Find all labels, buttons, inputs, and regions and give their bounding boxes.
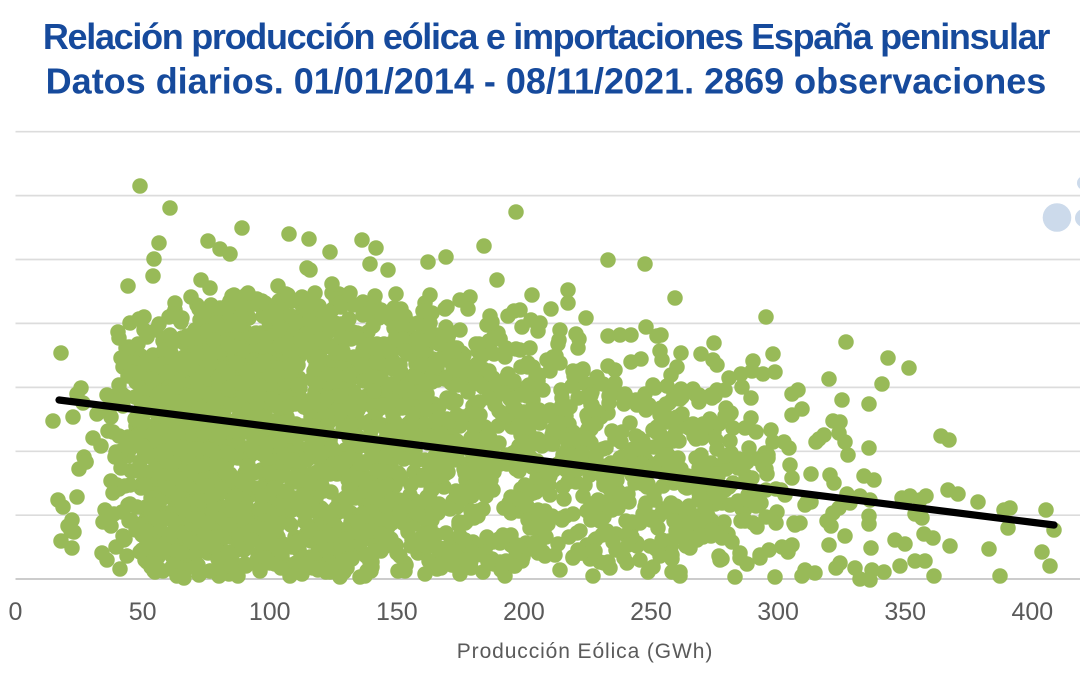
svg-text:350: 350 [884, 598, 926, 626]
svg-text:Relación producción eólica e i: Relación producción eólica e importacion… [43, 16, 1051, 57]
svg-text:200: 200 [503, 598, 545, 626]
svg-text:250: 250 [630, 598, 672, 626]
svg-text:50: 50 [129, 598, 157, 626]
svg-text:Datos diarios. 01/01/2014 - 08: Datos diarios. 01/01/2014 - 08/11/2021. … [46, 61, 1047, 102]
svg-text:Producción Eólica (GWh): Producción Eólica (GWh) [457, 640, 713, 663]
svg-text:0: 0 [9, 598, 23, 626]
svg-text:100: 100 [249, 598, 291, 626]
svg-text:300: 300 [757, 598, 799, 626]
svg-text:400: 400 [1011, 598, 1053, 626]
svg-text:150: 150 [376, 598, 418, 626]
